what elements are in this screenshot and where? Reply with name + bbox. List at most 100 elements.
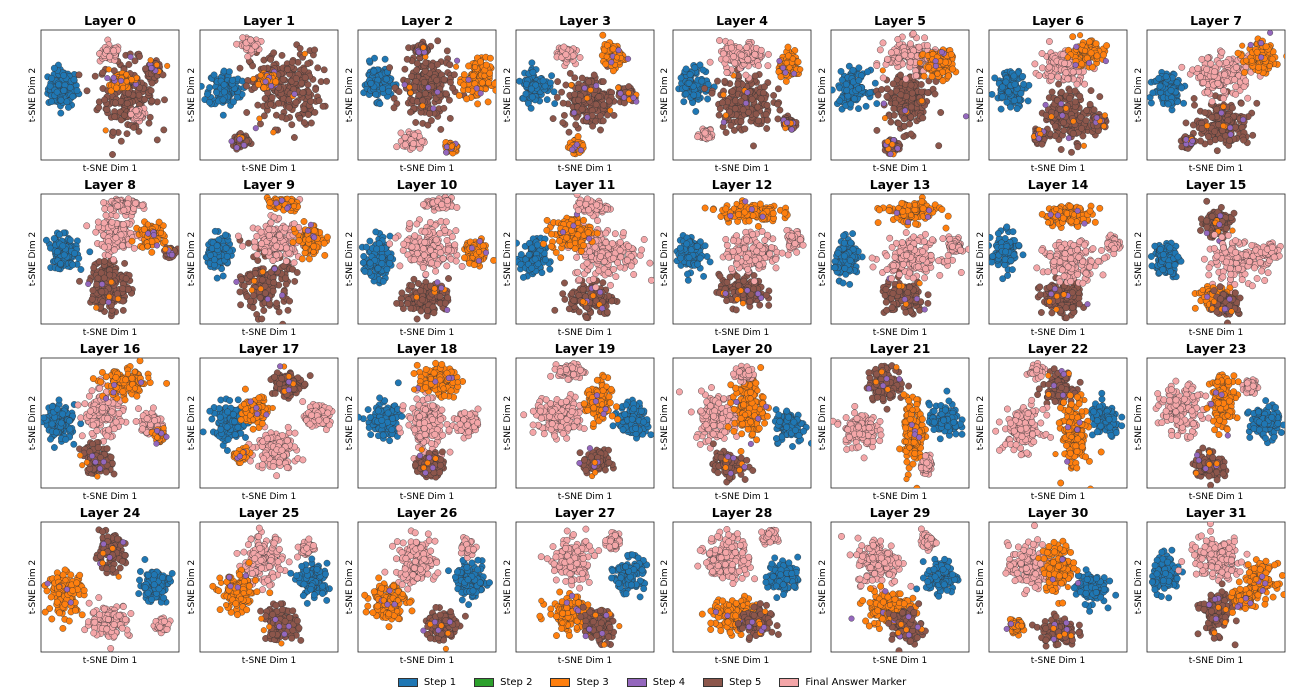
scatter-point [516,77,523,85]
scatter-point [239,34,247,42]
scatter-point [894,36,902,43]
scatter-point [1089,63,1096,71]
scatter-point [939,68,946,76]
scatter-point [1086,38,1093,46]
scatter-point [528,85,535,93]
scatter-point [937,109,945,116]
scatter-point [288,121,296,129]
scatter-point [558,88,565,96]
scatter-point [153,61,160,68]
scatter-point [236,64,244,72]
scatter-point [571,74,579,82]
scatter-point [1178,84,1186,92]
scatter-point [924,42,931,49]
scatter-point [200,82,205,90]
scatter-point [783,59,790,66]
scatter-point [125,61,133,68]
scatter-point [301,74,309,81]
scatter-point [1060,119,1068,127]
scatter-point [568,81,575,88]
scatter-point [1051,122,1059,130]
scatter-point [900,115,908,123]
scatter-point [1101,112,1108,119]
scatter-point [428,62,436,70]
scatter-point [260,112,268,120]
scatter-point [761,83,768,91]
scatter-point [752,110,760,118]
scatter-point [120,84,127,91]
scatter-point [1005,88,1012,96]
scatter-point [1080,142,1087,149]
scatter-point [1002,78,1010,86]
scatter-point [1035,135,1042,142]
scatter-point [401,81,408,88]
scatter-point [1054,73,1062,81]
scatter-point [882,115,889,122]
scatter-point [153,136,161,144]
scatter-point [685,79,693,87]
scatter-point [1205,133,1212,141]
panel-layer-1: Layer 1t-SNE Dim 1t-SNE Dim 2 [187,13,339,174]
scatter-point [789,55,796,62]
scatter-point [917,81,925,88]
scatter-point [113,84,120,92]
scatter-point [682,65,690,73]
scatter-point [887,151,894,158]
scatter-point [251,42,259,50]
scatter-point [630,94,637,101]
scatter-point [65,104,72,111]
scatter-point [124,90,132,97]
scatter-point [315,97,323,105]
scatter-point [522,90,530,98]
scatter-point [105,66,112,73]
scatter-point [1197,73,1204,81]
y-axis-label: t-SNE Dim 2 [976,68,986,123]
scatter-point [1178,63,1186,71]
scatter-point [788,126,795,133]
scatter-point [692,108,700,115]
scatter-point [91,72,99,80]
scatter-point [1038,50,1046,57]
scatter-point [107,87,115,95]
scatter-point [420,78,428,86]
scatter-point [323,77,330,85]
scatter-point [228,138,235,145]
scatter-point [73,87,81,95]
scatter-point [1066,94,1073,102]
scatter-point [272,78,280,86]
panel-points [989,32,1111,156]
scatter-point [409,140,417,148]
x-axis-label: t-SNE Dim 1 [242,164,297,174]
scatter-point [437,125,445,133]
scatter-point [1247,41,1254,48]
scatter-point [412,78,420,85]
scatter-point [278,113,286,121]
scatter-point [379,85,386,92]
scatter-point [690,91,698,99]
scatter-point [1077,32,1084,39]
scatter-point [255,81,262,88]
scatter-point [261,95,269,102]
scatter-point [121,111,128,119]
scatter-point [247,36,255,44]
scatter-point [103,47,111,54]
scatter-point [1183,136,1190,143]
scatter-point [123,130,131,138]
scatter-point [292,75,300,82]
scatter-point [229,76,237,84]
scatter-point [577,147,584,154]
scatter-point [1220,95,1227,102]
scatter-point [220,81,228,89]
scatter-point [874,91,882,99]
scatter-point [527,104,535,112]
scatter-point [117,116,125,124]
scatter-point [562,81,570,89]
scatter-point [1062,69,1070,77]
scatter-point [608,59,615,66]
scatter-point [104,75,111,82]
scatter-point [1073,80,1081,88]
scatter-point [1242,77,1250,85]
scatter-point [880,100,887,107]
scatter-point [319,102,327,110]
scatter-point [997,105,1005,113]
